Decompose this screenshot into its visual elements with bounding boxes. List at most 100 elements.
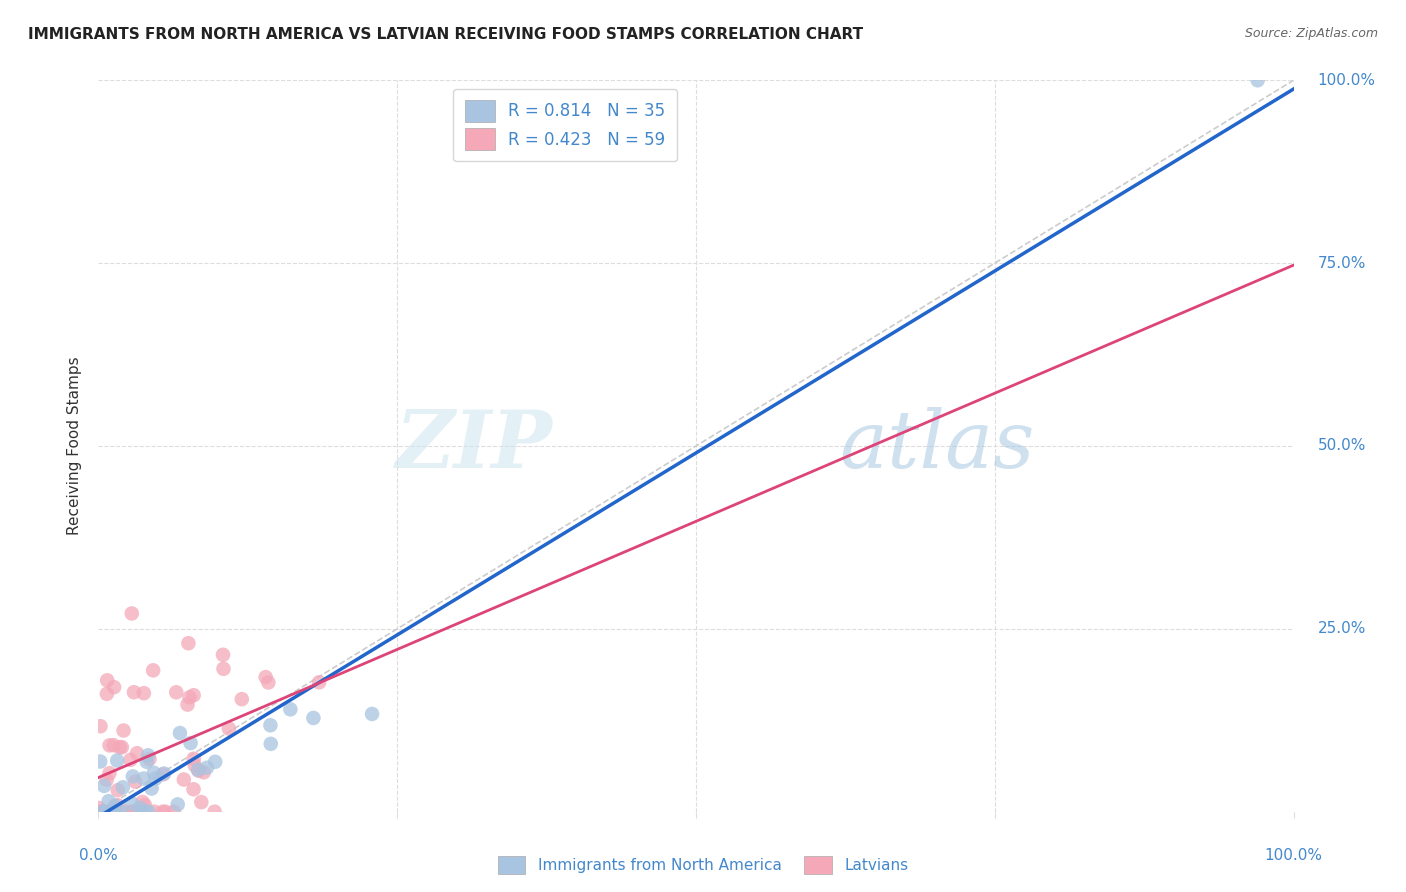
Text: 50.0%: 50.0% — [1317, 439, 1365, 453]
Point — [193, 765, 215, 780]
Point — [142, 664, 165, 678]
Text: 25.0%: 25.0% — [1317, 622, 1365, 636]
Point — [152, 805, 174, 819]
Point — [141, 781, 163, 796]
Point — [155, 805, 177, 819]
Point — [100, 805, 122, 819]
Point — [90, 805, 112, 819]
Point — [134, 798, 156, 813]
Text: ZIP: ZIP — [395, 408, 553, 484]
Point — [121, 797, 143, 811]
Point — [195, 761, 218, 775]
Point — [112, 723, 135, 738]
Point — [91, 805, 114, 819]
Point — [91, 805, 114, 819]
Point — [136, 748, 159, 763]
Point — [134, 805, 156, 819]
Point — [87, 801, 110, 815]
Text: 75.0%: 75.0% — [1317, 256, 1365, 270]
Point — [302, 711, 325, 725]
Point — [218, 722, 240, 736]
Point — [97, 794, 120, 808]
Point — [138, 752, 160, 766]
Point — [176, 698, 198, 712]
Point — [153, 766, 176, 780]
Point — [184, 758, 207, 772]
Point — [93, 779, 115, 793]
Point — [111, 740, 134, 755]
Point — [89, 719, 111, 733]
Text: 100.0%: 100.0% — [1264, 848, 1323, 863]
Point — [259, 718, 281, 732]
Point — [97, 805, 120, 819]
Point — [132, 686, 155, 700]
Point — [254, 670, 277, 684]
Point — [183, 782, 205, 797]
Point — [204, 805, 226, 819]
Point — [280, 702, 302, 716]
Point — [131, 805, 153, 819]
Point — [183, 688, 205, 702]
Point — [122, 805, 145, 819]
Point — [114, 805, 136, 819]
Point — [96, 687, 118, 701]
Point — [204, 755, 226, 769]
Point — [163, 805, 186, 819]
Point — [143, 805, 166, 819]
Point — [212, 662, 235, 676]
Point — [180, 736, 202, 750]
Point — [179, 690, 201, 705]
Point — [173, 772, 195, 787]
Point — [98, 805, 121, 819]
Point — [107, 783, 129, 797]
Point — [187, 764, 209, 778]
Point — [90, 805, 112, 819]
Point — [103, 680, 125, 694]
Text: IMMIGRANTS FROM NORTH AMERICA VS LATVIAN RECEIVING FOOD STAMPS CORRELATION CHART: IMMIGRANTS FROM NORTH AMERICA VS LATVIAN… — [28, 27, 863, 42]
Point — [98, 739, 121, 753]
Point — [104, 805, 127, 819]
Text: Source: ZipAtlas.com: Source: ZipAtlas.com — [1244, 27, 1378, 40]
Point — [260, 737, 283, 751]
Point — [152, 767, 174, 781]
Point — [136, 805, 159, 819]
Point — [308, 675, 330, 690]
Point — [103, 738, 125, 752]
Point — [121, 607, 143, 621]
Point — [166, 797, 188, 812]
Point — [108, 740, 131, 755]
Point — [183, 752, 205, 766]
Point — [93, 805, 115, 819]
Point — [131, 795, 153, 809]
Point — [124, 774, 146, 789]
Point — [105, 754, 128, 768]
Point — [145, 772, 167, 786]
Point — [89, 755, 111, 769]
Point — [135, 755, 157, 769]
Point — [125, 746, 148, 760]
Point — [111, 780, 134, 795]
Point — [124, 805, 146, 819]
Legend: R = 0.814   N = 35, R = 0.423   N = 59: R = 0.814 N = 35, R = 0.423 N = 59 — [453, 88, 678, 161]
Point — [190, 795, 212, 809]
Point — [132, 772, 155, 786]
Point — [187, 763, 209, 777]
Point — [107, 798, 129, 813]
Y-axis label: Receiving Food Stamps: Receiving Food Stamps — [67, 357, 83, 535]
Point — [128, 801, 150, 815]
Legend: Immigrants from North America, Latvians: Immigrants from North America, Latvians — [492, 850, 914, 880]
Text: 100.0%: 100.0% — [1317, 73, 1375, 87]
Point — [231, 692, 253, 706]
Point — [165, 685, 187, 699]
Point — [361, 706, 384, 721]
Text: atlas: atlas — [839, 408, 1035, 484]
Point — [177, 636, 200, 650]
Point — [1246, 73, 1268, 87]
Point — [257, 675, 280, 690]
Point — [96, 673, 118, 688]
Point — [121, 769, 143, 783]
Point — [96, 772, 118, 787]
Text: 0.0%: 0.0% — [79, 848, 118, 863]
Point — [120, 753, 142, 767]
Point — [169, 726, 191, 740]
